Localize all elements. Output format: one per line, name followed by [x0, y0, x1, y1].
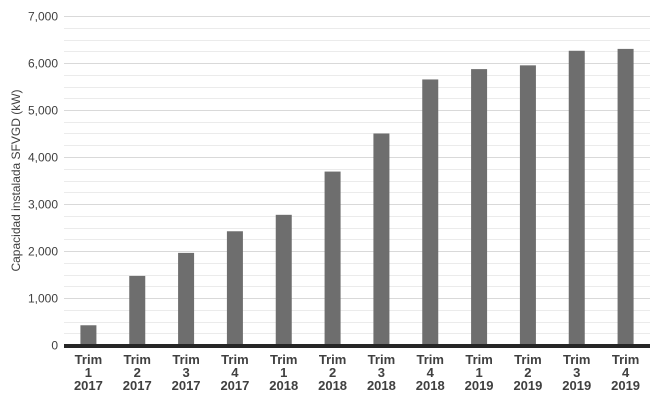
bar — [80, 325, 97, 345]
x-tick-label: Trim 4 2017 — [220, 352, 249, 393]
x-tick-label: Trim 2 2019 — [513, 352, 542, 393]
y-tick-labels: 0 1,000 2,000 3,000 4,000 5,000 6,000 7,000 — [28, 10, 58, 353]
x-tick-label: Trim 3 2018 — [367, 352, 396, 393]
y-tick-label: 5,000 — [28, 104, 58, 118]
x-tick-label: Trim 1 2017 — [74, 352, 103, 393]
bar — [129, 275, 146, 345]
y-tick-label: 7,000 — [28, 10, 58, 24]
x-tick-label: Trim 3 2017 — [172, 352, 201, 393]
bar — [519, 65, 536, 345]
x-tick-label: Trim 4 2018 — [416, 352, 445, 393]
y-tick-label: 4,000 — [28, 151, 58, 165]
bar — [373, 133, 390, 345]
x-tick-label: Trim 1 2018 — [269, 352, 298, 393]
y-tick-label: 0 — [51, 339, 58, 353]
bar — [471, 69, 488, 346]
bar — [178, 252, 195, 345]
bar — [324, 171, 341, 345]
bar — [226, 231, 243, 345]
y-tick-label: 6,000 — [28, 57, 58, 71]
y-axis-label: Capacidad instalada SFVGD (kW) — [9, 89, 23, 271]
y-tick-label: 3,000 — [28, 198, 58, 212]
x-tick-label: Trim 2 2018 — [318, 352, 347, 393]
x-tick-label: Trim 1 2019 — [465, 352, 494, 393]
bar — [275, 214, 292, 345]
x-tick-label: Trim 4 2019 — [611, 352, 640, 393]
y-tick-label: 1,000 — [28, 292, 58, 306]
x-tick-label: Trim 2 2017 — [123, 352, 152, 393]
bar — [568, 50, 585, 345]
x-tick-labels: Trim 1 2017 Trim 2 2017 Trim 3 2017 Trim 4 2017 Trim… — [74, 352, 640, 393]
bars — [80, 48, 634, 346]
bar — [617, 48, 634, 346]
y-tick-label: 2,000 — [28, 245, 58, 259]
x-tick-label: Trim 3 2019 — [562, 352, 591, 393]
gridlines — [64, 16, 650, 334]
bar — [422, 79, 439, 345]
